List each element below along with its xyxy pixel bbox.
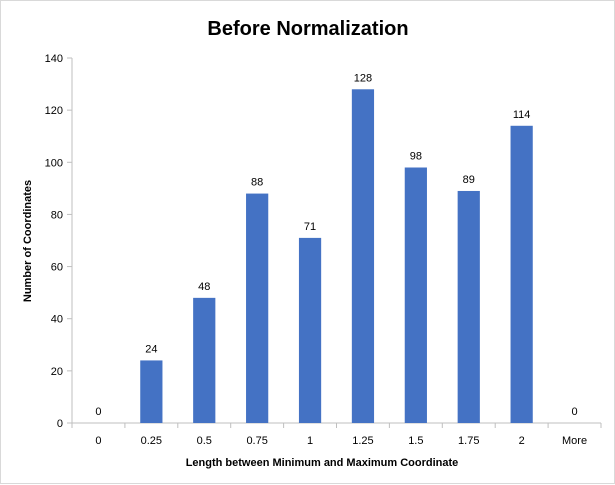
x-tick-label: 2 <box>519 435 525 447</box>
data-label: 71 <box>304 221 316 233</box>
bar <box>510 125 533 424</box>
data-labels: 0 24 48 88 71 128 98 89 114 0 <box>95 72 577 418</box>
x-tick-label: 1.25 <box>352 435 373 447</box>
bar <box>246 193 269 423</box>
x-axis-title: Length between Minimum and Maximum Coord… <box>186 457 459 469</box>
data-label: 114 <box>513 109 531 121</box>
data-label: 24 <box>145 343 157 355</box>
data-label: 128 <box>354 72 372 84</box>
data-label: 0 <box>571 406 577 418</box>
x-tick-label: 0 <box>95 435 101 447</box>
x-axis: 0 0.25 0.5 0.75 1 1.25 1.5 1.75 2 More <box>71 422 602 447</box>
x-tick-label: 0.25 <box>141 435 162 447</box>
x-tick-label: More <box>562 435 587 447</box>
bars <box>140 89 533 424</box>
y-tick-label: 80 <box>51 209 63 221</box>
x-tick-label: 0.75 <box>246 435 267 447</box>
bar <box>193 297 216 423</box>
data-label: 88 <box>251 177 263 189</box>
data-label: 0 <box>95 406 101 418</box>
bar <box>298 237 322 423</box>
x-tick-label: 0.5 <box>197 435 212 447</box>
chart-title: Before Normalization <box>207 18 408 40</box>
y-axis: 0 20 40 60 80 100 120 140 <box>45 53 73 430</box>
bar <box>351 89 375 424</box>
y-tick-label: 60 <box>51 262 63 274</box>
y-tick-label: 0 <box>57 418 63 430</box>
data-label: 98 <box>410 151 422 163</box>
y-axis-title: Number of Coordinates <box>22 180 34 302</box>
bar <box>140 360 163 423</box>
y-tick-label: 140 <box>45 53 63 65</box>
data-label: 89 <box>463 174 475 186</box>
y-tick-label: 40 <box>51 314 63 326</box>
bar <box>457 190 480 423</box>
y-tick-label: 120 <box>45 105 63 117</box>
y-tick-label: 20 <box>51 366 63 378</box>
y-tick-label: 100 <box>45 157 63 169</box>
bar <box>404 167 427 423</box>
x-tick-label: 1.5 <box>408 435 423 447</box>
x-tick-label: 1.75 <box>458 435 479 447</box>
data-label: 48 <box>198 281 210 293</box>
x-tick-label: 1 <box>307 435 313 447</box>
